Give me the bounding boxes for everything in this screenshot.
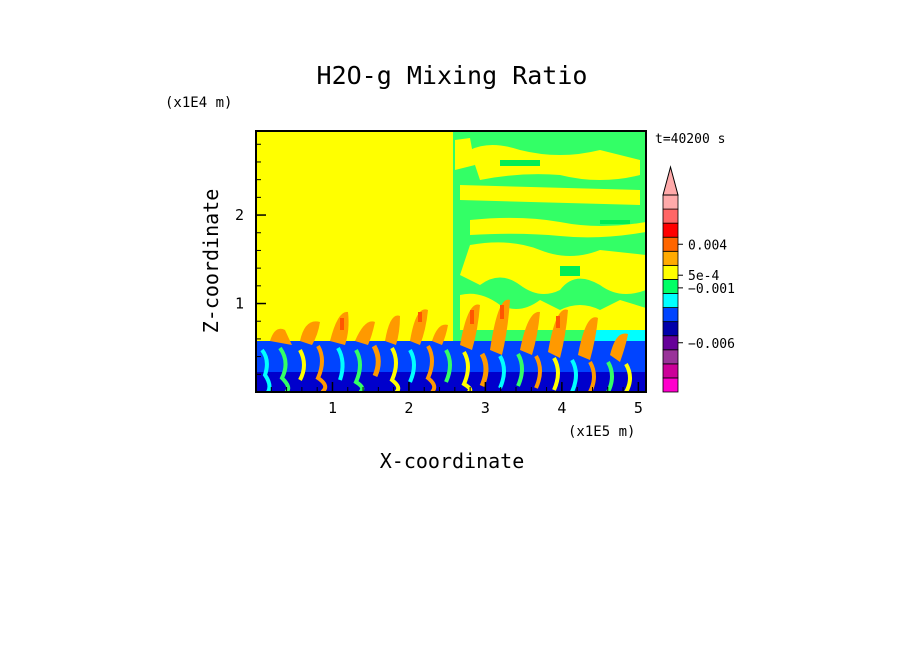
colorbar-swatch: [662, 293, 679, 308]
colorbar-swatch: [662, 250, 679, 266]
y-tick-label: 1: [235, 295, 244, 313]
right-green-specks: [500, 160, 630, 276]
boundary-layer-dark: [256, 372, 646, 392]
colorbar-swatch: [662, 321, 679, 337]
colorbar-swatch: [662, 222, 679, 238]
colorbar-tick-label: −0.006: [688, 337, 735, 352]
x-tick-label: 5: [634, 399, 643, 417]
y-tick-label: 2: [235, 206, 244, 224]
x-tick-label: 3: [481, 399, 490, 417]
colorbar-swatch: [662, 377, 679, 393]
right-yellow-streaks: [455, 138, 646, 330]
colorbar-tick-label: 5e-4: [688, 269, 719, 284]
colorbar-swatch: [662, 363, 679, 379]
colorbar: [662, 165, 679, 393]
y-axis-title: Z-coordinate: [199, 189, 223, 334]
region-dry-layer-left: [256, 131, 453, 341]
colorbar-swatch: [662, 194, 679, 210]
y-unit-label: (x1E4 m): [165, 95, 232, 111]
x-unit-label: (x1E5 m): [568, 424, 635, 440]
colorbar-labels: 0.004 5e-4−0.001 −0.006: [678, 238, 735, 352]
y-axis-ticks: 12: [235, 143, 266, 375]
x-tick-label: 4: [557, 399, 566, 417]
chart-title: H2O-g Mixing Ratio: [317, 61, 588, 90]
x-tick-label: 2: [404, 399, 413, 417]
colorbar-swatch: [662, 349, 679, 365]
plot-frame: [255, 130, 647, 393]
time-label: t=40200 s: [655, 132, 725, 147]
colorbar-tick-label: 0.004: [688, 238, 727, 253]
colorbar-swatch: [662, 208, 679, 224]
colorbar-tick-label: −0.001: [688, 282, 735, 297]
colorbar-swatch: [662, 236, 679, 252]
x-axis-ticks: 1 2 3 4 5: [270, 382, 643, 417]
colorbar-swatch: [662, 264, 679, 280]
colorbar-swatch: [662, 335, 679, 351]
colorbar-extend-arrow: [662, 165, 679, 196]
heatmap-field: [256, 131, 646, 392]
boundary-layer-eddies: [260, 344, 632, 392]
colorbar-swatch: [662, 307, 679, 323]
x-axis-title: X-coordinate: [380, 449, 525, 473]
red-plume-cores: [340, 305, 560, 330]
x-tick-label: 1: [328, 399, 337, 417]
colorbar-swatch: [662, 279, 679, 294]
